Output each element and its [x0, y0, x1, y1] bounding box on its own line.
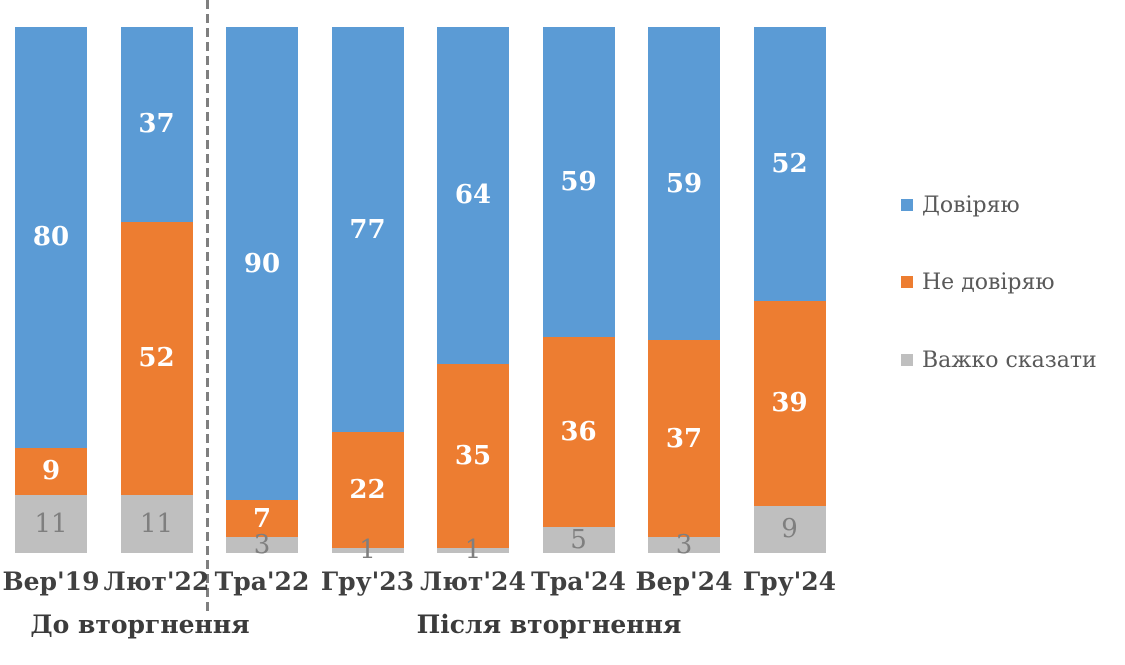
bar-segment-s1-c3: 22 — [331, 432, 404, 548]
bar-segment-s2-c4: 1 — [437, 537, 509, 563]
x-tick-0: Вер'19 — [2, 567, 100, 596]
legend-item-distrust: Не довіряю — [901, 269, 1055, 295]
legend-item-trust: Довіряю — [901, 192, 1020, 218]
x-tick-2: Тра'22 — [214, 567, 310, 596]
legend-label-hard-to-say: Важко сказати — [922, 347, 1097, 373]
bar-column-4: 64 35 1 — [437, 27, 509, 563]
value-label: 9 — [41, 456, 61, 487]
value-label: 11 — [139, 509, 174, 540]
value-label: 59 — [560, 167, 597, 198]
bar-segment-s0-c1: 37 — [120, 27, 193, 222]
bar-segment-s0-c2: 90 — [226, 27, 298, 501]
bar-segment-s2-c1: 11 — [120, 495, 193, 553]
value-label: 39 — [771, 388, 808, 419]
value-label: 64 — [454, 180, 492, 211]
bar-column-3: 77 22 1 — [331, 27, 404, 563]
value-label: 9 — [781, 514, 798, 545]
bar-segment-s1-c2: 7 — [226, 500, 298, 538]
legend-swatch-distrust — [901, 276, 913, 288]
bar-segment-s1-c6: 37 — [648, 340, 720, 538]
bar-column-1: 37 52 11 — [120, 27, 193, 553]
value-label: 5 — [570, 524, 587, 555]
x-tick-4: Лют'24 — [420, 567, 526, 596]
bar-segment-s2-c2: 3 — [226, 532, 298, 558]
value-label: 11 — [34, 509, 68, 540]
value-label: 37 — [138, 109, 175, 140]
value-label: 90 — [243, 248, 281, 279]
bar-segment-s2-c6: 3 — [648, 532, 720, 558]
plot-area: 80 9 11 37 52 11 90 7 3 77 22 1 64 35 1 59 36 5 59 37 3 52 39 9 — [0, 27, 845, 563]
value-label: 35 — [454, 440, 492, 471]
bar-segment-s0-c4: 64 — [437, 27, 509, 364]
value-label: 36 — [560, 417, 597, 447]
bar-segment-s0-c5: 59 — [542, 27, 615, 338]
bar-column-0: 80 9 11 — [15, 27, 87, 553]
legend-swatch-hard-to-say — [901, 354, 913, 366]
legend-label-distrust: Не довіряю — [922, 269, 1055, 295]
value-label: 1 — [359, 535, 376, 566]
bar-column-7: 52 39 9 — [753, 27, 826, 553]
value-label: 52 — [771, 148, 808, 179]
legend: Довіряю Не довіряю Важко сказати — [901, 0, 1125, 553]
bar-column-5: 59 36 5 — [542, 27, 615, 555]
bar-segment-s2-c5: 5 — [542, 524, 615, 555]
x-tick-5: Тра'24 — [531, 567, 626, 596]
bar-segment-s1-c1: 52 — [120, 221, 193, 496]
bar-segment-s0-c3: 77 — [331, 27, 404, 433]
value-label: 80 — [32, 222, 70, 253]
bar-segment-s1-c0: 9 — [15, 447, 87, 496]
x-tick-6: Вер'24 — [635, 567, 733, 596]
value-label: 3 — [253, 530, 271, 561]
x-tick-1: Лют'22 — [103, 567, 210, 596]
bar-segment-s2-c0: 11 — [15, 495, 87, 553]
value-label: 3 — [675, 530, 693, 561]
bar-segment-s0-c0: 80 — [15, 27, 87, 448]
bar-column-2: 90 7 3 — [226, 27, 298, 558]
group-label-0: До вторгнення — [30, 610, 250, 639]
legend-item-hard-to-say: Важко сказати — [901, 347, 1097, 373]
legend-label-trust: Довіряю — [922, 192, 1020, 218]
bar-segment-s2-c7: 9 — [753, 505, 826, 553]
x-tick-3: Гру'23 — [320, 567, 415, 596]
value-label: 52 — [138, 343, 175, 374]
bar-segment-s1-c4: 35 — [437, 363, 509, 548]
bar-segment-s0-c6: 59 — [648, 27, 720, 341]
bar-segment-s1-c7: 39 — [753, 300, 826, 506]
group-label-1: Після вторгнення — [416, 610, 682, 639]
bar-segment-s1-c5: 36 — [542, 337, 615, 527]
bar-column-6: 59 37 3 — [648, 27, 720, 558]
value-label: 37 — [665, 423, 703, 454]
value-label: 59 — [665, 168, 703, 199]
legend-swatch-trust — [901, 199, 913, 211]
value-label: 77 — [349, 214, 386, 245]
bar-segment-s2-c3: 1 — [331, 537, 404, 563]
bar-segment-s0-c7: 52 — [753, 27, 826, 301]
invasion-divider-line — [206, 0, 209, 612]
value-label: 1 — [464, 535, 482, 566]
value-label: 22 — [349, 474, 386, 505]
x-tick-7: Гру'24 — [742, 567, 837, 596]
value-label: 7 — [252, 503, 272, 534]
